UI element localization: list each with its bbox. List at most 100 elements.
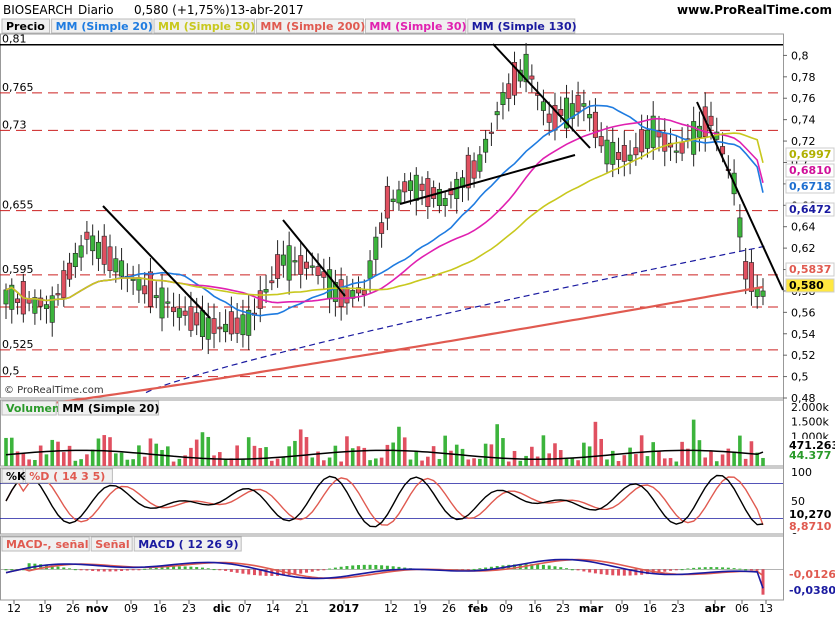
volume-bar	[593, 421, 598, 466]
macd-histogram-bar	[264, 569, 268, 576]
candle-body	[569, 103, 575, 119]
x-tick-label: 13	[759, 602, 773, 615]
volume-bar	[368, 460, 372, 466]
volume-bar	[50, 439, 55, 466]
volume-bar	[460, 448, 465, 466]
macd-histogram-bar	[91, 569, 95, 571]
volume-bar	[686, 448, 690, 466]
left-level-label: 0,81	[2, 33, 27, 46]
candle-body	[633, 147, 639, 156]
volume-bar	[743, 458, 748, 466]
macd-histogram-bar	[617, 569, 621, 576]
price-legend-box-1	[51, 18, 153, 34]
macd-line	[5, 558, 764, 589]
price-legend-box-2	[153, 18, 255, 34]
price-value-label: 0,6997	[789, 148, 831, 161]
candle-body	[350, 290, 356, 299]
candle-body	[673, 150, 679, 153]
x-tick-label: 12	[384, 602, 398, 615]
macd-histogram-bar	[663, 569, 667, 572]
candle-body	[234, 317, 240, 334]
left-level-label: 0,525	[2, 338, 34, 351]
price-tick-label: 0,78	[791, 71, 816, 84]
volume-bar	[408, 459, 413, 466]
macd-histogram-bar	[114, 569, 118, 572]
volume-bar	[281, 456, 286, 466]
macd-histogram-bar	[79, 569, 83, 571]
macd-histogram-bar	[293, 569, 297, 575]
price-value-box	[785, 202, 835, 217]
volume-bar	[426, 456, 430, 466]
volume-bar	[264, 447, 268, 466]
macd-histogram-bar	[218, 569, 222, 571]
candle-body	[575, 94, 581, 113]
macd-histogram-bar	[472, 568, 476, 570]
price-value-label: 0,5837	[789, 263, 831, 276]
candle-body	[610, 141, 616, 165]
price-tick-label: 0,62	[791, 242, 816, 255]
volume-bar	[530, 446, 534, 466]
macd-histogram-bar	[143, 568, 147, 570]
candle-body	[67, 262, 73, 280]
volume-bar	[275, 458, 280, 466]
macd-histogram-bar	[605, 569, 609, 575]
volume-bar	[15, 451, 20, 466]
macd-histogram-bar	[252, 569, 256, 576]
macd-histogram-bar	[10, 569, 14, 571]
candle-body	[390, 198, 396, 203]
volume-legend-box-1	[57, 400, 160, 416]
macd-histogram-bar	[374, 564, 378, 570]
volume-bar	[67, 445, 72, 466]
price-value-box	[785, 147, 835, 162]
volume-bar	[298, 429, 303, 466]
price-value-box	[785, 163, 835, 178]
candle-body	[748, 262, 754, 292]
x-tick-label: 14	[266, 602, 280, 615]
macd-histogram-bar	[328, 568, 332, 570]
macd-histogram-bar	[593, 569, 597, 574]
x-tick-label: 26	[442, 602, 456, 615]
stoch-legend-box-0	[1, 468, 24, 484]
volume-bar	[212, 455, 216, 466]
volume-bar	[270, 460, 274, 466]
x-tick-label: 2017	[329, 602, 360, 615]
candle-body	[101, 235, 107, 265]
candle-body	[223, 323, 229, 333]
volume-bar	[56, 441, 60, 466]
macd-histogram-bar	[120, 569, 124, 571]
volume-bar	[9, 437, 14, 466]
candle-body	[587, 114, 593, 119]
volume-bar	[142, 456, 147, 466]
macd-histogram-bar	[669, 569, 673, 571]
candle-body	[61, 270, 67, 299]
volume-bar	[645, 456, 650, 466]
candle-body	[679, 141, 685, 154]
macd-histogram-bar	[351, 565, 355, 570]
candle-body	[107, 246, 113, 272]
volume-bar	[304, 437, 309, 466]
candle-body	[3, 289, 9, 305]
x-tick-label: 16	[643, 602, 657, 615]
volume-bar	[333, 445, 338, 466]
volume-bar	[44, 454, 49, 466]
candle-body	[471, 160, 477, 179]
candle-body	[448, 188, 454, 196]
volume-bar	[96, 438, 101, 466]
volume-bar	[316, 451, 320, 466]
candle-body	[275, 254, 281, 279]
x-tick-label: 09	[499, 602, 513, 615]
candle-body	[142, 285, 148, 295]
macd-histogram-bar	[726, 567, 730, 570]
macd-value-label: -0,0380	[789, 584, 835, 597]
macd-histogram-bar	[703, 567, 707, 570]
macd-histogram-bar	[576, 569, 580, 571]
macd-histogram-bar	[322, 569, 326, 571]
x-tick-label: dic	[213, 602, 231, 615]
x-tick-label: 19	[38, 602, 52, 615]
volume-bar	[691, 419, 696, 466]
price-value-label: 0,6718	[789, 180, 831, 193]
macd-histogram-bar	[715, 567, 719, 570]
stoch-tick-label: 50	[791, 495, 805, 508]
price-tick-label: 0,72	[791, 135, 816, 148]
stoch-value-label: 10,270	[789, 508, 832, 521]
